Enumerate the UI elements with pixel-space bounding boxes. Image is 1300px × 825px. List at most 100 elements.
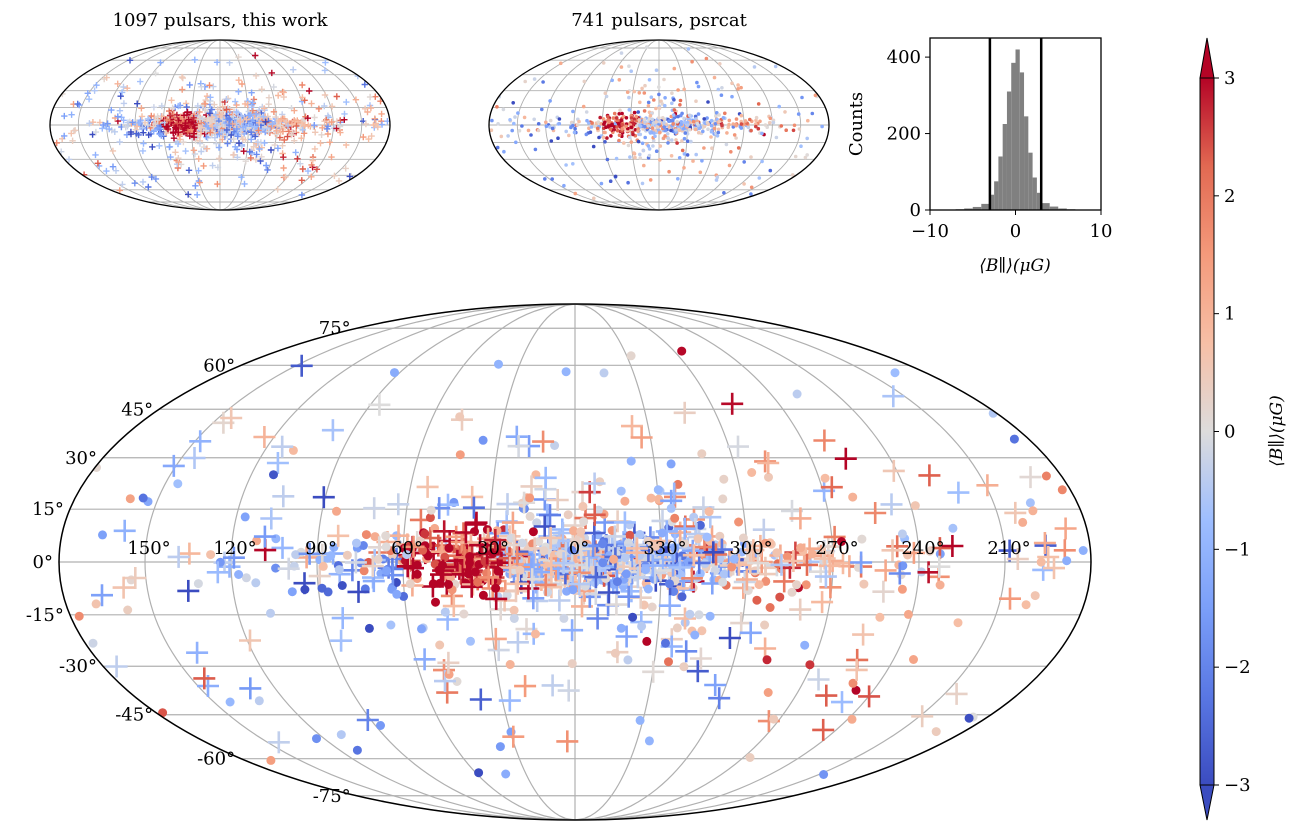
grid-line	[219, 40, 334, 210]
grid-line	[658, 40, 773, 210]
pulsar-marker-plus	[252, 52, 259, 59]
pulsar-marker-dot	[548, 125, 552, 129]
pulsar-marker-plus	[289, 129, 297, 136]
pulsar-marker-dot	[820, 124, 824, 129]
pulsar-marker-plus	[202, 127, 210, 134]
pulsar-marker-plus	[258, 153, 265, 160]
pulsar-marker-plus	[132, 126, 140, 133]
pulsar-marker-dot	[589, 125, 594, 129]
pulsar-marker-dot	[682, 126, 686, 131]
pulsar-marker-dot	[650, 117, 654, 122]
pulsar-marker-dot	[686, 47, 691, 51]
lon-tick-label: 330°	[643, 538, 686, 559]
pulsar-marker-dot	[716, 127, 721, 132]
pulsar-marker-plus	[206, 82, 213, 89]
pulsar-marker-dot	[440, 607, 450, 617]
pulsar-marker-plus	[506, 631, 529, 654]
pulsar-marker-plus	[721, 392, 744, 415]
pulsar-marker-dot	[727, 562, 737, 572]
pulsar-marker-plus	[232, 143, 239, 150]
mollweide-map-this-work: 1097 pulsars, this work	[49, 10, 391, 211]
lon-tick-label: 300°	[729, 538, 772, 559]
pulsar-marker-dot	[617, 138, 621, 143]
pulsar-marker-dot	[697, 449, 707, 459]
pulsar-marker-plus	[175, 102, 182, 110]
pulsar-marker-dot	[722, 191, 726, 195]
pulsar-marker-plus	[708, 687, 731, 710]
pulsar-marker-plus	[911, 705, 934, 728]
pulsar-marker-dot	[647, 78, 652, 82]
pulsar-marker-dot	[648, 113, 653, 118]
pulsar-marker-plus	[238, 119, 245, 126]
pulsar-marker-plus	[341, 116, 348, 123]
pulsar-marker-dot	[599, 368, 609, 378]
pulsar-marker-plus	[281, 136, 288, 144]
pulsar-marker-dot	[660, 102, 664, 106]
pulsar-marker-plus	[92, 128, 100, 136]
pulsar-marker-dot	[616, 623, 626, 633]
pulsar-marker-dot	[619, 118, 623, 122]
pulsar-marker-dot	[677, 592, 687, 602]
pulsar-marker-dot	[953, 618, 963, 628]
pulsar-marker-dot	[638, 152, 642, 157]
pulsar-marker-dot	[651, 144, 655, 148]
pulsar-marker-plus	[280, 154, 287, 161]
pulsar-marker-dot	[605, 136, 609, 140]
pulsar-marker-dot	[679, 120, 684, 124]
pulsar-marker-plus	[337, 129, 344, 136]
pulsar-marker-dot	[1018, 517, 1028, 527]
pulsar-marker-dot	[559, 61, 563, 66]
pulsar-marker-plus	[109, 147, 117, 155]
histogram-xtick-label: −10	[911, 221, 949, 242]
pulsar-marker-plus	[505, 425, 528, 448]
pulsar-marker-dot	[787, 587, 797, 597]
pulsar-marker-dot	[536, 128, 541, 133]
pulsar-marker-dot	[848, 492, 858, 502]
pulsar-marker-dot	[470, 567, 480, 577]
pulsar-marker-dot	[562, 183, 566, 188]
pulsar-marker-dot	[455, 412, 465, 422]
pulsar-marker-plus	[831, 691, 853, 714]
pulsar-marker-dot	[682, 136, 687, 141]
pulsar-marker-dot	[577, 119, 581, 124]
pulsar-marker-plus	[658, 594, 681, 617]
pulsar-marker-dot	[666, 459, 676, 469]
pulsar-marker-plus	[190, 130, 198, 137]
pulsar-marker-dot	[638, 132, 643, 137]
pulsar-marker-dot	[573, 191, 578, 196]
pulsar-marker-dot	[74, 611, 84, 621]
pulsar-marker-plus	[157, 59, 164, 66]
pulsar-marker-dot	[706, 127, 710, 131]
pulsar-marker-plus	[118, 114, 125, 121]
pulsar-marker-plus	[195, 123, 202, 131]
grid-line	[574, 304, 1006, 820]
pulsar-marker-dot	[638, 124, 643, 128]
pulsar-marker-plus	[317, 140, 324, 147]
pulsar-marker-dot	[1062, 556, 1072, 566]
pulsar-marker-dot	[629, 116, 634, 120]
pulsar-marker-plus	[272, 485, 295, 508]
histogram-bar	[1028, 152, 1033, 210]
pulsar-marker-plus	[360, 133, 367, 141]
pulsar-marker-dot	[505, 660, 515, 669]
pulsar-marker-plus	[114, 113, 121, 120]
pulsar-marker-plus	[270, 108, 278, 115]
pulsar-marker-dot	[679, 113, 683, 118]
pulsar-marker-plus	[1037, 546, 1060, 568]
pulsar-marker-dot	[626, 143, 631, 148]
pulsar-marker-dot	[269, 470, 278, 480]
pulsar-marker-plus	[368, 393, 391, 416]
pulsar-marker-dot	[412, 569, 422, 579]
pulsar-marker-dot	[773, 64, 778, 69]
pulsar-marker-dot	[646, 104, 651, 108]
histogram-ytick-label: 200	[887, 124, 921, 145]
pulsar-marker-plus	[752, 518, 775, 541]
pulsar-marker-plus	[189, 430, 212, 453]
pulsar-marker-dot	[492, 526, 502, 536]
pulsar-marker-dot	[771, 120, 776, 125]
pulsar-marker-plus	[206, 110, 214, 117]
pulsar-marker-dot	[564, 129, 568, 134]
pulsar-marker-plus	[255, 127, 262, 134]
pulsar-marker-dot	[658, 130, 662, 135]
